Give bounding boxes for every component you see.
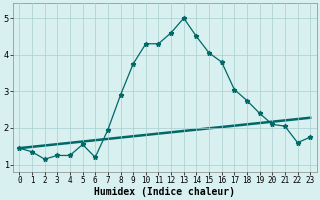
X-axis label: Humidex (Indice chaleur): Humidex (Indice chaleur)	[94, 186, 235, 197]
